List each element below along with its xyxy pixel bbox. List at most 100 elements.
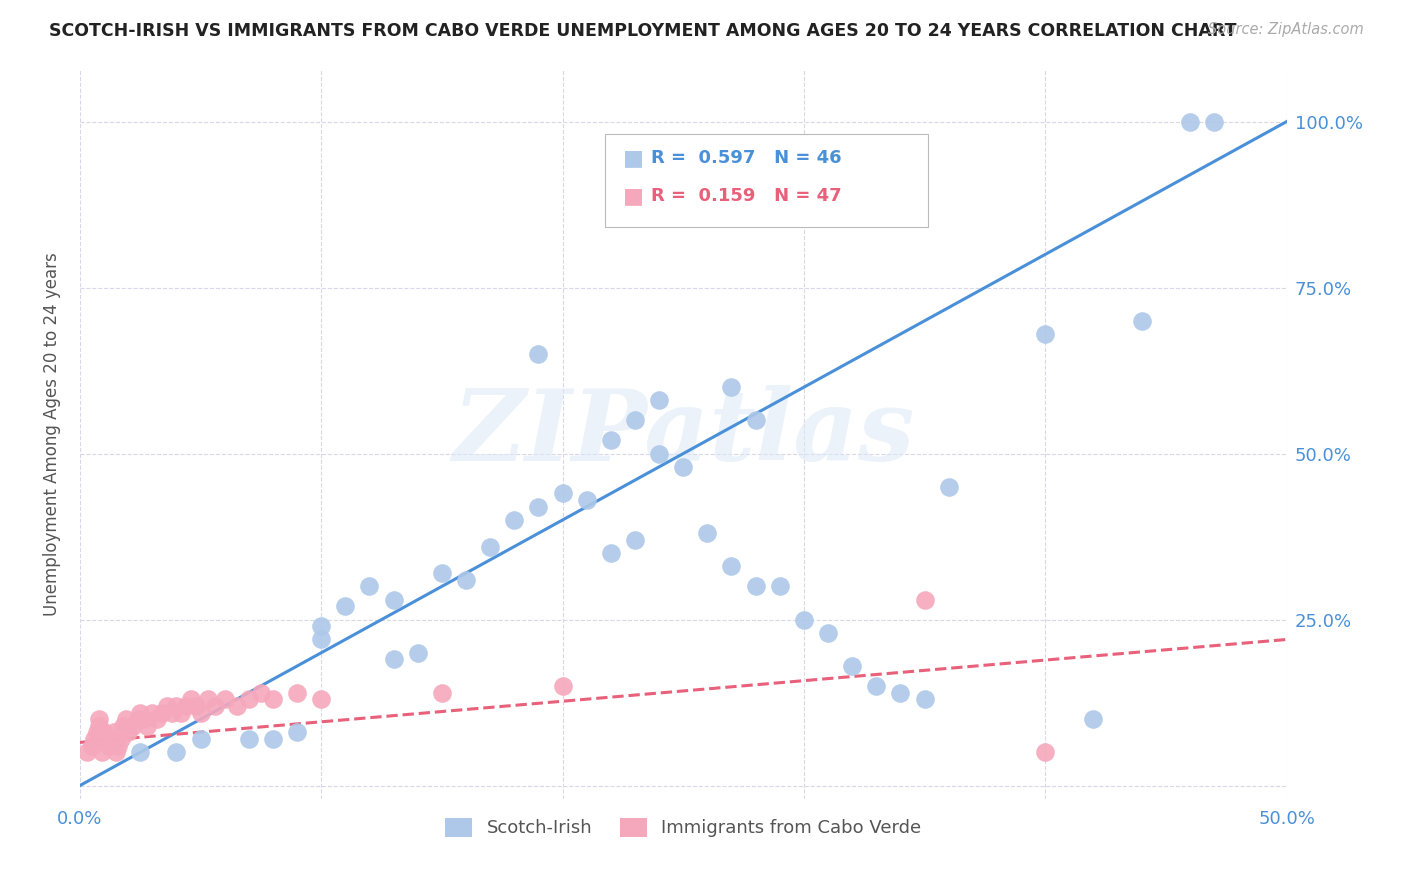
Point xyxy=(136,719,159,733)
Text: SCOTCH-IRISH VS IMMIGRANTS FROM CABO VERDE UNEMPLOYMENT AMONG AGES 20 TO 24 YEAR: SCOTCH-IRISH VS IMMIGRANTS FROM CABO VER… xyxy=(49,22,1237,40)
Point xyxy=(190,732,212,747)
Point xyxy=(83,732,105,747)
Point xyxy=(262,692,284,706)
Point xyxy=(599,434,621,448)
Text: R =  0.597   N = 46: R = 0.597 N = 46 xyxy=(651,149,842,167)
Point xyxy=(1033,327,1056,342)
Point xyxy=(599,546,621,560)
Point xyxy=(80,739,103,753)
Point xyxy=(96,732,118,747)
Point xyxy=(180,692,202,706)
Point xyxy=(744,413,766,427)
Point xyxy=(170,706,193,720)
Point xyxy=(146,712,169,726)
Text: ZIPatlas: ZIPatlas xyxy=(451,385,914,482)
Point xyxy=(382,592,405,607)
Point xyxy=(1130,314,1153,328)
Point xyxy=(129,745,152,759)
Point xyxy=(720,559,742,574)
Point xyxy=(914,592,936,607)
Point xyxy=(359,579,381,593)
Point xyxy=(527,347,550,361)
Point xyxy=(914,692,936,706)
Point xyxy=(112,719,135,733)
Point xyxy=(90,745,112,759)
Point xyxy=(309,632,332,647)
Point xyxy=(174,698,197,713)
Point xyxy=(285,725,308,739)
Point xyxy=(156,698,179,713)
Point xyxy=(160,706,183,720)
Point xyxy=(696,526,718,541)
Point xyxy=(648,447,671,461)
Point xyxy=(672,459,695,474)
Point xyxy=(744,579,766,593)
Point xyxy=(430,685,453,699)
Point xyxy=(648,393,671,408)
Point xyxy=(285,685,308,699)
Point xyxy=(503,513,526,527)
Point xyxy=(150,706,173,720)
Point xyxy=(238,732,260,747)
Point xyxy=(841,659,863,673)
Point xyxy=(889,685,911,699)
Point xyxy=(89,712,111,726)
Point xyxy=(624,533,647,547)
Point xyxy=(129,706,152,720)
Point xyxy=(454,573,477,587)
Text: Source: ZipAtlas.com: Source: ZipAtlas.com xyxy=(1208,22,1364,37)
Point xyxy=(97,739,120,753)
Point xyxy=(793,613,815,627)
Point xyxy=(335,599,357,614)
Point xyxy=(100,732,122,747)
Point xyxy=(430,566,453,580)
Point xyxy=(865,679,887,693)
Point xyxy=(122,719,145,733)
Point xyxy=(817,625,839,640)
Point xyxy=(1033,745,1056,759)
Point xyxy=(382,652,405,666)
Point xyxy=(527,500,550,514)
Y-axis label: Unemployment Among Ages 20 to 24 years: Unemployment Among Ages 20 to 24 years xyxy=(44,252,60,615)
Point xyxy=(190,706,212,720)
Point xyxy=(406,646,429,660)
Point xyxy=(103,725,125,739)
Point xyxy=(1083,712,1105,726)
Point xyxy=(184,698,207,713)
Point xyxy=(551,679,574,693)
Point xyxy=(551,486,574,500)
Point xyxy=(238,692,260,706)
Point xyxy=(720,380,742,394)
Point xyxy=(141,706,163,720)
Point xyxy=(117,725,139,739)
Point xyxy=(165,698,187,713)
Point xyxy=(165,745,187,759)
Point xyxy=(76,745,98,759)
Point xyxy=(131,712,153,726)
Point xyxy=(93,725,115,739)
Point xyxy=(204,698,226,713)
Point xyxy=(575,493,598,508)
Point xyxy=(225,698,247,713)
Point xyxy=(105,745,128,759)
Point xyxy=(1178,114,1201,128)
Point xyxy=(89,719,111,733)
Point xyxy=(769,579,792,593)
Text: ■: ■ xyxy=(623,148,644,168)
Point xyxy=(1204,114,1226,128)
Point xyxy=(86,725,108,739)
Point xyxy=(309,619,332,633)
Point xyxy=(262,732,284,747)
Point xyxy=(214,692,236,706)
Point xyxy=(197,692,219,706)
Point xyxy=(479,540,502,554)
Text: ■: ■ xyxy=(623,186,644,206)
Point xyxy=(938,480,960,494)
Point xyxy=(127,712,149,726)
Point xyxy=(250,685,273,699)
Point xyxy=(110,732,132,747)
Point xyxy=(107,739,129,753)
Legend: Scotch-Irish, Immigrants from Cabo Verde: Scotch-Irish, Immigrants from Cabo Verde xyxy=(439,811,928,845)
Text: R =  0.159   N = 47: R = 0.159 N = 47 xyxy=(651,187,842,205)
Point xyxy=(624,413,647,427)
